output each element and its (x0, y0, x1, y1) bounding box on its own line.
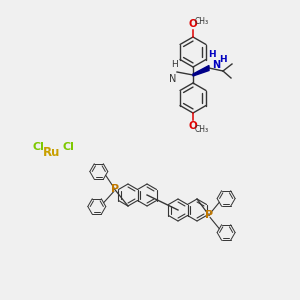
Text: Cl: Cl (62, 142, 74, 152)
Text: N: N (212, 60, 220, 70)
Text: Ru: Ru (43, 146, 61, 158)
Text: P: P (111, 184, 119, 194)
Text: Cl: Cl (32, 142, 44, 152)
Text: O: O (189, 19, 197, 29)
Polygon shape (193, 65, 209, 76)
Text: H: H (171, 60, 177, 69)
Text: N: N (169, 74, 177, 84)
Text: H: H (208, 50, 216, 59)
Text: O: O (189, 121, 197, 131)
Text: H: H (219, 56, 226, 64)
Text: CH₃: CH₃ (195, 16, 209, 26)
Text: P: P (205, 211, 213, 220)
Text: CH₃: CH₃ (195, 124, 209, 134)
